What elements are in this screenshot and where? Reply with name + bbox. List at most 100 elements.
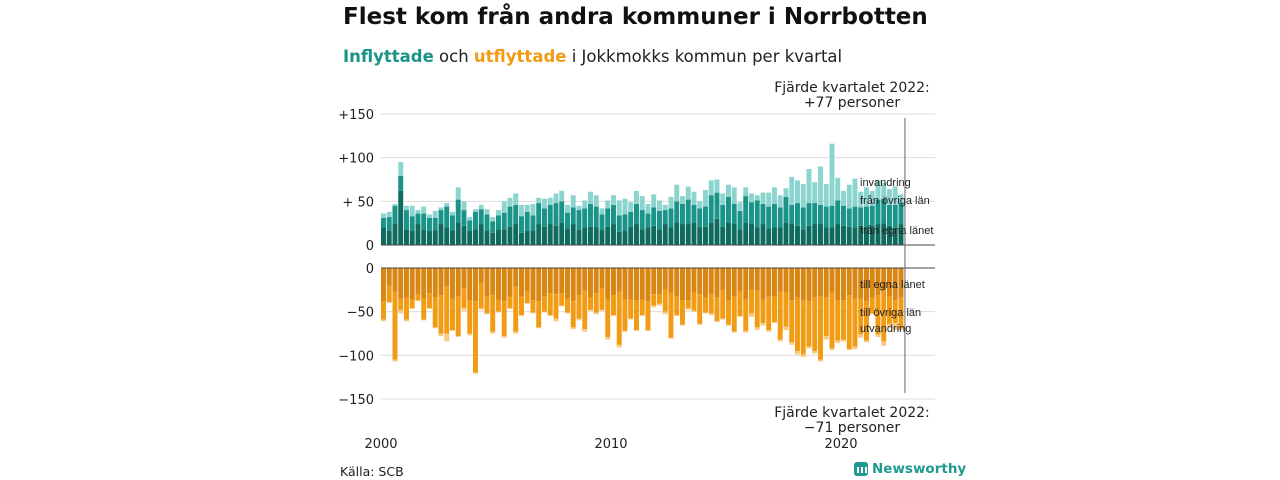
outflow-abroad-bar [795,350,800,355]
inflow-own-bar [777,227,783,245]
outflow-other-bar [473,301,478,373]
inflow-own-bar [438,224,444,245]
y-tick-label-bottom: −150 [338,393,374,408]
inflow-own-bar [616,231,622,245]
inflow-own-bar [599,229,605,245]
outflow-other-bar [766,296,772,331]
inflow-own-bar [869,225,875,245]
outflow-abroad-bar [680,324,685,326]
outflow-abroad-bar [490,331,496,334]
inflow-other-bar [685,199,691,225]
inflow-own-bar [507,226,513,245]
inflow-own-bar [455,222,461,245]
outflow-other-bar [392,291,398,360]
outflow-other-bar [749,289,754,314]
inflow-other-bar [898,203,904,225]
inflow-abroad-bar [386,211,392,218]
inflow-abroad-bar [570,195,576,208]
inflow-abroad-bar [432,210,438,218]
inflow-own-bar [496,229,501,245]
inflow-abroad-bar [478,204,484,210]
annotation-top-line1: Fjärde kvartalet 2022: [774,80,930,96]
outflow-own-bar [881,268,887,291]
inflow-own-bar [467,231,473,245]
inflow-own-bar [484,230,490,245]
outflow-other-bar [622,299,628,331]
subtitle-inflow: Inflyttade [343,47,434,66]
outflow-own-bar [697,268,703,295]
outflow-other-bar [565,298,570,313]
inflow-own-bar [519,232,524,245]
inflow-other-bar [697,208,703,228]
inflow-abroad-bar [823,183,829,207]
inflow-own-bar [645,227,651,245]
inflow-own-bar [680,224,685,245]
inflow-own-bar [800,229,806,245]
outflow-other-bar [806,301,812,347]
outflow-own-bar [593,268,599,294]
outflow-abroad-bar [421,319,427,321]
inflow-other-bar [743,196,749,223]
inflow-abroad-bar [657,200,662,211]
inflow-own-bar [737,229,743,245]
outflow-other-bar [743,299,749,331]
outflow-own-bar [806,268,812,302]
outflow-own-bar [570,268,576,302]
outflow-abroad-bar [898,328,904,331]
outflow-other-bar [611,295,616,316]
outflow-other-bar [731,295,737,332]
inflow-own-bar [783,222,789,245]
inflow-abroad-bar [743,187,749,197]
inflow-own-bar [576,229,582,245]
outflow-abroad-bar [542,311,547,313]
outflow-own-bar [409,268,415,300]
inflow-abroad-bar [496,210,501,216]
outflow-abroad-bar [404,319,409,322]
outflow-other-bar [409,299,415,309]
outflow-abroad-bar [726,324,731,326]
outflow-own-bar [714,268,720,298]
outflow-abroad-bar [737,316,743,317]
inflow-other-bar [749,202,754,225]
outflow-abroad-bar [703,312,708,314]
outflow-other-bar [484,296,490,314]
y-tick-label-bottom: 0 [366,262,374,277]
outflow-own-bar [858,268,864,299]
outflow-other-bar [605,299,611,337]
subtitle-and: och [433,47,474,66]
inflow-own-bar [559,222,565,245]
inflow-abroad-bar [697,201,703,209]
outflow-other-bar [864,301,869,341]
outflow-other-bar [427,293,432,309]
outflow-other-bar [772,296,777,323]
outflow-own-bar [455,268,461,297]
outflow-abroad-bar [398,309,404,314]
outflow-own-bar [645,268,651,302]
inflow-abroad-bar [409,205,415,217]
outflow-other-bar [461,288,467,309]
inflow-abroad-bar [662,204,668,211]
inflow-abroad-bar [731,187,737,204]
outflow-own-bar [703,268,708,298]
outflow-own-bar [628,268,634,300]
outflow-abroad-bar [461,308,467,311]
inflow-own-bar [570,224,576,245]
annotation-bottom-line2: −71 personer [804,420,901,436]
outflow-own-bar [852,268,858,299]
inflow-abroad-bar [760,192,766,204]
inflow-other-bar [662,210,668,225]
inflow-other-bar [496,215,501,230]
outflow-abroad-bar [806,346,812,349]
inflow-abroad-bar [427,214,432,218]
inflow-abroad-bar [881,182,887,199]
inflow-abroad-bar [536,197,542,204]
inflow-abroad-bar [450,211,455,216]
inflow-own-bar [760,224,766,245]
inflow-own-bar [749,224,754,245]
inflow-other-bar [536,203,542,225]
inflow-other-bar [766,206,772,229]
outflow-abroad-bar [685,308,691,310]
y-tick-label-bottom: −100 [338,349,374,364]
inflow-own-bar [818,224,823,245]
inflow-other-bar [657,210,662,230]
